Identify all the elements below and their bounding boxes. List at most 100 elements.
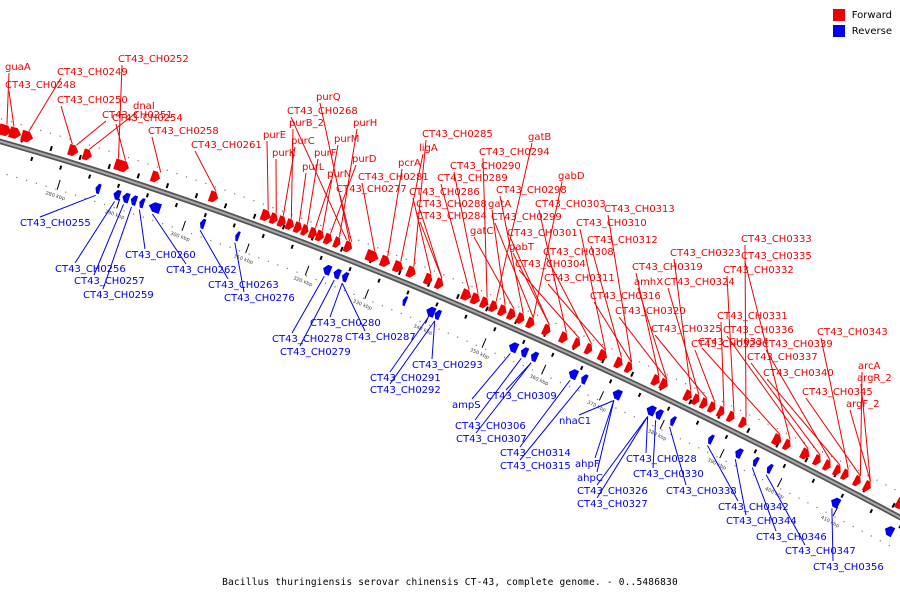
- reverse-gene-leader: [519, 379, 571, 448]
- reverse-gene-arrow: [342, 272, 350, 283]
- forward-gene-leader: [860, 383, 871, 482]
- forward-gene-leader: [387, 168, 403, 257]
- axis-tick: [136, 173, 141, 179]
- forward-gene-leader: [440, 183, 470, 290]
- forward-gene-arrow: [770, 433, 782, 446]
- forward-gene-label: gabD: [558, 171, 585, 182]
- axis-tick: [550, 352, 555, 358]
- reverse-gene-leader: [594, 400, 615, 459]
- forward-gene-arrow: [725, 410, 735, 423]
- forward-gene-arrow: [861, 480, 871, 492]
- forward-gene-label: CT43_CH0286: [409, 187, 480, 198]
- axis-tick: [522, 339, 526, 345]
- forward-gene-arrow: [558, 331, 568, 344]
- forward-gene-arrow: [469, 292, 480, 305]
- reverse-gene-label: CT43_CH0263: [208, 280, 279, 291]
- forward-gene-leader: [282, 146, 296, 216]
- reverse-gene-label: CT43_CH0356: [813, 562, 884, 573]
- axis-tick: [107, 163, 111, 170]
- axis-tick: [666, 406, 671, 411]
- forward-gene-leader: [765, 349, 831, 461]
- forward-gene-arrow: [422, 272, 433, 285]
- axis-tick: [724, 434, 729, 440]
- forward-swatch: [832, 9, 845, 21]
- forward-gene-label: pcrA: [398, 158, 421, 169]
- forward-gene-label: CT43_CH0248: [5, 80, 76, 91]
- forward-gene-leader: [849, 409, 871, 482]
- axis-tick: [377, 278, 381, 283]
- forward-gene-label: purH: [353, 118, 377, 129]
- forward-gene-label: CT43_CH0313: [604, 204, 675, 215]
- forward-gene-arrow: [478, 296, 489, 309]
- forward-gene-leader: [339, 128, 358, 238]
- forward-gene-arrow: [20, 129, 34, 143]
- axis-tick: [203, 212, 207, 218]
- axis-tick: [145, 193, 150, 198]
- reverse-gene-label: CT43_CH0344: [726, 516, 797, 527]
- forward-gene-leader: [298, 172, 307, 222]
- forward-gene-arrow: [811, 454, 821, 466]
- kbp-tick: [832, 506, 839, 517]
- forward-gene-leader: [701, 347, 781, 436]
- forward-gene-leader: [667, 287, 700, 395]
- reverse-gene-arrow: [122, 192, 131, 204]
- axis-tick: [485, 306, 489, 312]
- forward-gene-label: CT43_CH0319: [632, 262, 703, 273]
- forward-gene-leader: [151, 136, 162, 173]
- forward-gene-arrow: [715, 405, 725, 418]
- axis-tick: [811, 478, 816, 484]
- axis-tick: [348, 266, 352, 272]
- reverse-gene-leader: [151, 213, 187, 265]
- reverse-gene-leader: [706, 445, 739, 502]
- axis-tick: [608, 379, 613, 384]
- reverse-gene-arrow: [113, 189, 122, 201]
- forward-gene-leader: [720, 321, 725, 407]
- reverse-gene-arrow: [323, 264, 333, 276]
- axis-tick: [464, 314, 468, 319]
- reverse-gene-label: CT43_CH0327: [577, 499, 648, 510]
- axis-tick: [840, 493, 845, 499]
- forward-gene-arrow: [8, 126, 22, 139]
- genome-backbone: [0, 140, 900, 519]
- forward-gene-arrow: [314, 229, 324, 242]
- forward-gene-arrow: [821, 459, 831, 471]
- forward-gene-arrow: [487, 300, 498, 313]
- axis-tick: [688, 399, 693, 405]
- forward-gene-label: CT43_CH0323: [670, 248, 741, 259]
- forward-gene-leader: [419, 221, 443, 279]
- reverse-gene-arrow: [646, 405, 657, 417]
- forward-gene-leader: [820, 337, 849, 470]
- forward-gene-label: arcA: [858, 361, 881, 372]
- axis-tick: [194, 192, 199, 199]
- reverse-gene-label: CT43_CH0291: [370, 373, 441, 384]
- reverse-gene-leader: [74, 201, 116, 264]
- axis-tick: [339, 246, 344, 252]
- forward-gene-label: purD: [352, 154, 377, 165]
- forward-gene-leader: [290, 116, 348, 241]
- forward-gene-label: ligA: [419, 143, 438, 154]
- reverse-gene-arrow: [333, 268, 342, 280]
- forward-gene-leader: [750, 362, 821, 456]
- forward-gene-leader: [400, 153, 424, 262]
- forward-gene-label: guaA: [5, 62, 31, 73]
- reverse-gene-label: ahpC: [577, 473, 603, 484]
- forward-gene-label: CT43_CH0343: [817, 327, 888, 338]
- forward-gene-label: CT43_CH0249: [57, 67, 128, 78]
- forward-gene-leader: [290, 128, 294, 219]
- forward-gene-arrow: [706, 401, 716, 413]
- forward-gene-label: CT43_CH0345: [802, 387, 873, 398]
- legend: Forward Reverse: [832, 7, 892, 39]
- forward-gene-label: purM: [334, 134, 359, 145]
- reverse-gene-leader: [341, 283, 366, 332]
- forward-gene-arrow: [658, 377, 668, 390]
- forward-gene-label: CT43_CH0310: [576, 218, 647, 229]
- forward-gene-label: CT43_CH0299: [491, 212, 562, 223]
- reverse-gene-label: nhaC1: [559, 416, 591, 427]
- axis-tick: [493, 326, 497, 332]
- reverse-gene-leader: [765, 474, 806, 546]
- axis-tick: [116, 183, 121, 189]
- reverse-gene-label: CT43_CH0342: [718, 502, 789, 513]
- forward-gene-leader: [361, 182, 376, 252]
- reverse-gene-arrow: [402, 296, 409, 307]
- forward-gene-arrow: [583, 342, 593, 355]
